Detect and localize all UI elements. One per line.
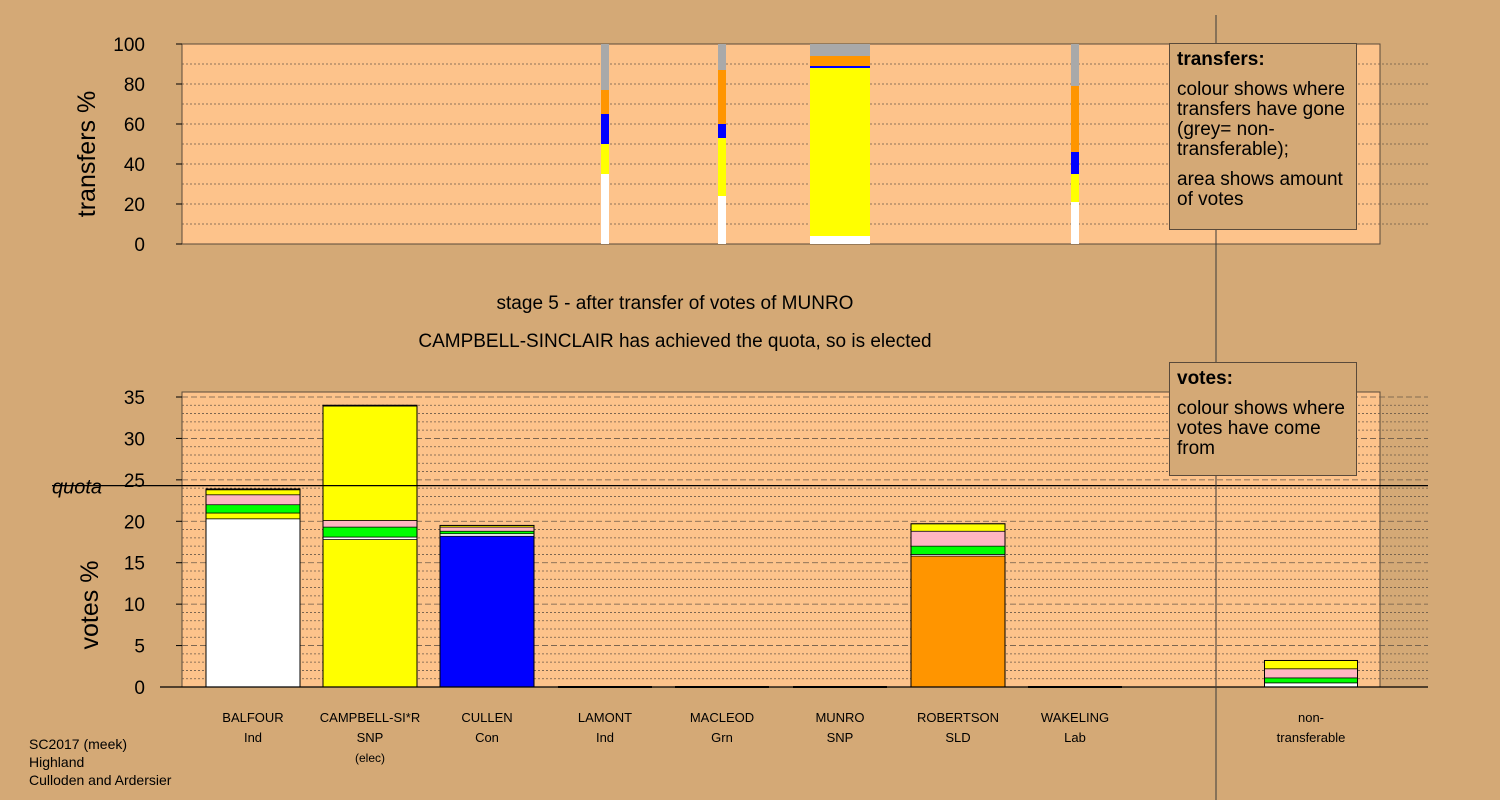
footer-info: SC2017 (meek) Highland Culloden and Arde… — [29, 735, 171, 789]
transfer-segment — [1071, 86, 1079, 152]
vote-segment — [439, 535, 535, 688]
y-tick-label: 80 — [124, 75, 145, 96]
vote-segment — [322, 539, 418, 688]
candidate-name: CULLEN — [461, 710, 512, 725]
vote-segment — [205, 512, 301, 520]
footer-council: Highland — [29, 754, 85, 770]
vote-segment — [205, 518, 301, 688]
y-tick-label: 5 — [134, 637, 145, 658]
transfer-segment — [1071, 202, 1079, 244]
vote-segment — [1264, 660, 1358, 670]
transfer-segment — [601, 144, 609, 174]
candidate-party: SNP — [827, 730, 854, 745]
candidate-party: SNP — [357, 730, 384, 745]
footer-election: SC2017 (meek) — [29, 736, 128, 752]
vote-segment — [322, 405, 418, 521]
y-tick-label: 20 — [124, 512, 145, 533]
vote-segment — [205, 504, 301, 514]
transfer-segment — [810, 44, 870, 56]
quota-label: quota — [52, 477, 102, 499]
vote-segment — [1264, 682, 1358, 688]
y-tick-label: 0 — [134, 235, 145, 256]
transfer-segment — [1071, 152, 1079, 174]
vote-segment — [439, 530, 535, 535]
y-tick-label: 20 — [124, 195, 145, 216]
y-tick-label: 35 — [124, 388, 145, 409]
y-tick-label: 40 — [124, 155, 145, 176]
candidate-name: CAMPBELL-SI*R — [320, 710, 420, 725]
vote-segment — [910, 523, 1006, 532]
transfers-y-axis-label: transfers % — [73, 91, 101, 217]
vote-segment — [910, 530, 1006, 547]
y-tick-label: 0 — [134, 678, 145, 699]
candidate-name: LAMONT — [578, 710, 632, 725]
transfer-segment — [810, 66, 870, 68]
transfer-segment — [718, 196, 726, 244]
transfer-segment — [718, 138, 726, 196]
vote-segment — [322, 520, 418, 528]
candidate-party: Ind — [244, 730, 262, 745]
candidate-party: Con — [475, 730, 499, 745]
candidate-name: BALFOUR — [222, 710, 283, 725]
vote-segment — [1264, 668, 1358, 679]
votes-legend-text-1: colour shows where votes have come from — [1177, 398, 1345, 459]
y-tick-label: 60 — [124, 115, 145, 136]
transfer-segment — [718, 70, 726, 124]
transfers-legend-text-1: colour shows where transfers have gone (… — [1177, 79, 1345, 160]
transfer-segment — [601, 114, 609, 144]
candidate-party: Grn — [711, 730, 733, 745]
vote-segment — [322, 536, 418, 540]
y-tick-label: 10 — [124, 595, 145, 616]
transfers-legend-title: transfers: — [1177, 49, 1265, 70]
candidate-party: transferable — [1277, 730, 1346, 745]
transfer-segment — [718, 124, 726, 138]
votes-y-axis-label: votes % — [76, 561, 104, 650]
votes-legend-title: votes: — [1177, 368, 1233, 389]
transfer-segment — [1071, 44, 1079, 86]
transfer-segment — [810, 236, 870, 244]
transfer-segment — [601, 174, 609, 244]
vote-segment — [1264, 677, 1358, 684]
candidate-name: MACLEOD — [690, 710, 754, 725]
y-tick-label: 15 — [124, 554, 145, 575]
vote-segment — [439, 533, 535, 537]
candidate-name: WAKELING — [1041, 710, 1109, 725]
transfer-segment — [601, 44, 609, 90]
transfer-segment — [810, 68, 870, 236]
vote-segment — [439, 526, 535, 532]
chart-title: stage 5 - after transfer of votes of MUN… — [497, 293, 854, 314]
candidate-name: MUNRO — [815, 710, 864, 725]
transfer-segment — [810, 56, 870, 66]
chart-subtitle: CAMPBELL-SINCLAIR has achieved the quota… — [418, 331, 931, 352]
transfers-legend: transfers: colour shows where transfers … — [1169, 43, 1357, 230]
transfer-segment — [718, 44, 726, 70]
y-tick-label: 30 — [124, 429, 145, 450]
candidate-name: ROBERTSON — [917, 710, 999, 725]
vote-segment — [205, 489, 301, 496]
candidate-name: non- — [1298, 710, 1324, 725]
votes-legend: votes: colour shows where votes have com… — [1169, 362, 1357, 476]
transfers-legend-text-2: area shows amount of votes — [1177, 169, 1343, 210]
vote-segment — [322, 526, 418, 538]
candidate-party: Lab — [1064, 730, 1086, 745]
vote-segment — [910, 545, 1006, 555]
y-tick-label: 25 — [124, 471, 145, 492]
vote-segment — [205, 494, 301, 506]
candidate-elected-note: (elec) — [355, 751, 385, 765]
transfer-segment — [601, 90, 609, 114]
y-tick-label: 100 — [113, 35, 145, 56]
transfer-segment — [1071, 174, 1079, 202]
candidate-party: SLD — [945, 730, 970, 745]
candidate-party: Ind — [596, 730, 614, 745]
footer-ward: Culloden and Ardersier — [29, 772, 172, 788]
vote-segment — [910, 555, 1006, 688]
